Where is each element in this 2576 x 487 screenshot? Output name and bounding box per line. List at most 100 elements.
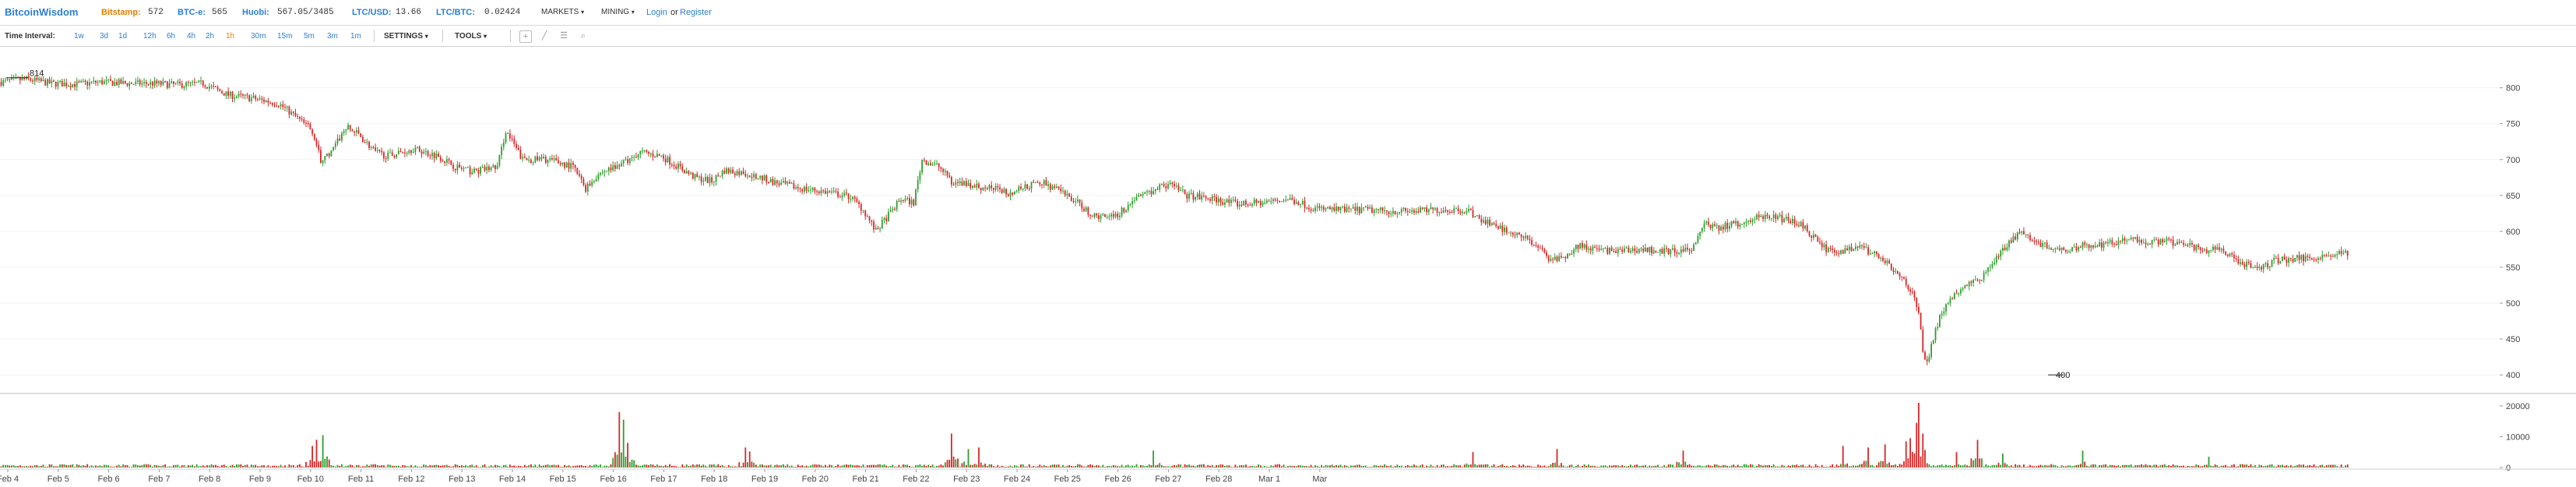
interval-12h[interactable]: 12h	[143, 32, 157, 41]
candle-body	[1098, 215, 1100, 219]
candle-body	[1232, 199, 1234, 201]
volume-bar	[1708, 464, 1709, 468]
candle-body	[1445, 210, 1447, 212]
candle-body	[333, 146, 334, 150]
candle-body	[1003, 189, 1005, 193]
volume-bar	[1813, 466, 1814, 468]
volume-bar	[1543, 465, 1546, 468]
volume-bar	[1673, 467, 1676, 468]
price-chart[interactable]: 40045050055060065070075080001000020000Fe…	[0, 47, 2576, 487]
ticker-ltcusd-name[interactable]: LTC/USD:	[352, 8, 392, 17]
volume-bar	[1249, 466, 1251, 468]
ticker-ltcbtc-name[interactable]: LTC/BTC:	[436, 8, 475, 17]
volume-bar	[6, 464, 9, 468]
candle-body	[2340, 251, 2342, 254]
candle-body	[1568, 253, 1571, 255]
candle-body	[879, 228, 881, 230]
volume-bar	[2193, 466, 2195, 468]
ticker-btce-name[interactable]: BTC-e:	[178, 8, 206, 17]
candle-body	[261, 98, 263, 100]
interval-1h[interactable]: 1h	[226, 32, 235, 41]
candle-body	[705, 177, 706, 181]
candle-body	[387, 152, 389, 159]
interval-6h[interactable]: 6h	[167, 32, 176, 41]
volume-bar	[1899, 464, 1901, 468]
chart-axes: 40045050055060065070075080001000020000Fe…	[0, 84, 2576, 484]
volume-bar	[2289, 465, 2292, 468]
candle-body	[1877, 254, 1880, 259]
candle-body	[646, 150, 648, 153]
interval-3d[interactable]: 3d	[100, 32, 109, 41]
tools-menu[interactable]: TOOLS ▾	[455, 32, 487, 41]
interval-1d[interactable]: 1d	[118, 32, 128, 41]
volume-bar	[1817, 465, 1819, 468]
volume-bar	[1567, 466, 1568, 468]
volume-bar	[90, 465, 93, 468]
volume-bar	[2086, 465, 2088, 468]
volume-bar	[128, 466, 131, 468]
volume-bar	[744, 447, 747, 468]
candle-body	[856, 198, 858, 203]
markets-menu[interactable]: MARKETS ▾	[541, 8, 584, 16]
interval-1m[interactable]: 1m	[350, 32, 361, 41]
eraser-icon[interactable]: ⌕	[580, 31, 586, 41]
ticker-bitstamp-name[interactable]: Bitstamp:	[101, 8, 141, 17]
register-link[interactable]: Register	[680, 8, 712, 17]
ticker-huobi-name[interactable]: Huobi:	[242, 8, 269, 17]
interval-1w[interactable]: 1w	[74, 32, 84, 41]
interval-4h[interactable]: 4h	[187, 32, 196, 41]
candle-body	[42, 79, 44, 82]
time-interval-label: Time Interval:	[5, 32, 55, 41]
volume-bar	[1829, 465, 1832, 468]
interval-5m[interactable]: 5m	[304, 32, 315, 41]
volume-bar	[32, 466, 33, 468]
volume-bar	[919, 464, 921, 468]
volume-bar	[51, 464, 53, 468]
settings-menu[interactable]: SETTINGS ▾	[384, 32, 428, 41]
volume-bar	[1385, 465, 1388, 468]
candle-body	[1417, 210, 1420, 213]
volume-bar	[2226, 466, 2229, 468]
volume-bar	[1322, 466, 1325, 468]
volume-bar	[1474, 464, 1476, 468]
volume-bar	[210, 464, 213, 468]
volume-bar	[166, 467, 168, 468]
candle-body	[726, 168, 727, 174]
interval-15m[interactable]: 15m	[277, 32, 293, 41]
pencil-icon[interactable]: ╱	[541, 31, 547, 41]
interval-3m[interactable]: 3m	[327, 32, 338, 41]
candle-body	[492, 164, 494, 168]
mining-menu[interactable]: MINING ▾	[601, 8, 635, 16]
candle-body	[1943, 311, 1945, 314]
site-logo[interactable]: BitcoinWisdom	[5, 6, 79, 18]
candle-body	[790, 183, 793, 185]
candle-body	[1583, 244, 1585, 248]
interval-30m[interactable]: 30m	[251, 32, 266, 41]
candle-body	[720, 175, 721, 177]
volume-bar	[417, 466, 418, 468]
volume-bar	[1066, 465, 1068, 468]
volume-bar	[1646, 466, 1649, 468]
candle-body	[763, 175, 765, 181]
volume-bar	[2012, 466, 2015, 468]
login-link[interactable]: Login	[646, 8, 667, 17]
candle-body	[1520, 235, 1522, 238]
volume-bar	[1373, 464, 1375, 468]
volume-bar	[867, 465, 868, 468]
candle-body	[368, 142, 370, 148]
candle-body	[622, 160, 625, 164]
volume-bar	[124, 465, 126, 468]
candle-body	[877, 228, 879, 230]
volume-bar	[2021, 466, 2023, 468]
volume-bar	[393, 466, 396, 468]
volume-bar	[1087, 464, 1089, 468]
volume-bar	[322, 435, 324, 468]
volume-bar	[2079, 464, 2082, 468]
layers-icon[interactable]: ☰	[560, 31, 568, 41]
candle-body	[730, 169, 732, 173]
candle-body	[1964, 285, 1966, 289]
interval-2h[interactable]: 2h	[206, 32, 215, 41]
crosshair-icon[interactable]: +	[519, 30, 532, 43]
candle-body	[517, 147, 519, 150]
candle-body	[669, 157, 670, 165]
